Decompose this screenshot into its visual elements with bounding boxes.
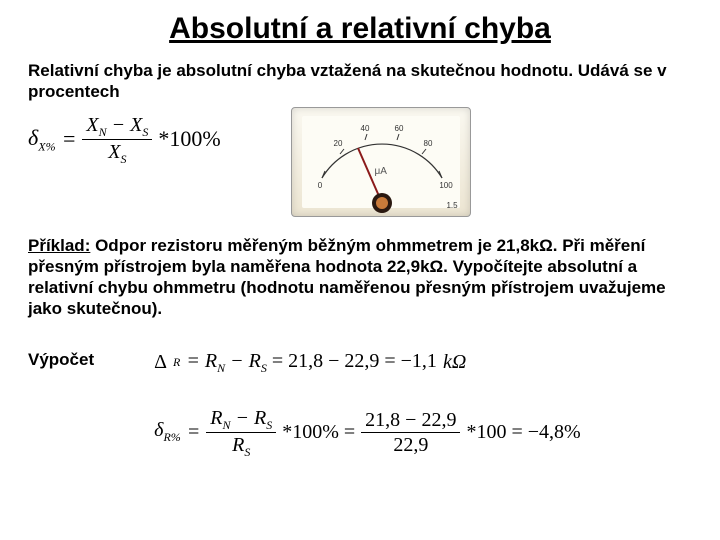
page-title: Absolutní a relativní chyba [28, 12, 692, 46]
svg-text:1.5: 1.5 [446, 201, 458, 210]
relative-error-formula: δX% = XN − XS XS *100% [28, 107, 221, 173]
meter-unit: μA [292, 166, 470, 177]
svg-text:80: 80 [423, 139, 432, 148]
svg-text:40: 40 [360, 124, 369, 133]
intro-text: Relativní chyba je absolutní chyba vztaž… [28, 60, 692, 103]
example-text: Příklad: Odpor rezistoru měřeným běžným … [28, 235, 692, 320]
svg-text:60: 60 [394, 124, 403, 133]
analog-meter-image: 0 20 40 60 80 100 1.5 μA [291, 107, 471, 217]
absolute-error-calc: ΔR = RN − RS = 21,8 − 22,9 = −1,1 kΩ [154, 344, 581, 382]
calculation-label: Výpočet [28, 344, 94, 370]
calculation-row: Výpočet ΔR = RN − RS = 21,8 − 22,9 = −1,… [28, 344, 692, 466]
svg-text:0: 0 [317, 181, 322, 190]
formula-and-meter-row: δX% = XN − XS XS *100% 0 20 40 60 [28, 107, 692, 217]
svg-text:20: 20 [333, 139, 342, 148]
example-label: Příklad: [28, 236, 90, 255]
svg-text:100: 100 [439, 181, 453, 190]
relative-error-calc: δR% = RN − RS RS *100% = 21,8 − 22,9 22,… [154, 400, 581, 466]
